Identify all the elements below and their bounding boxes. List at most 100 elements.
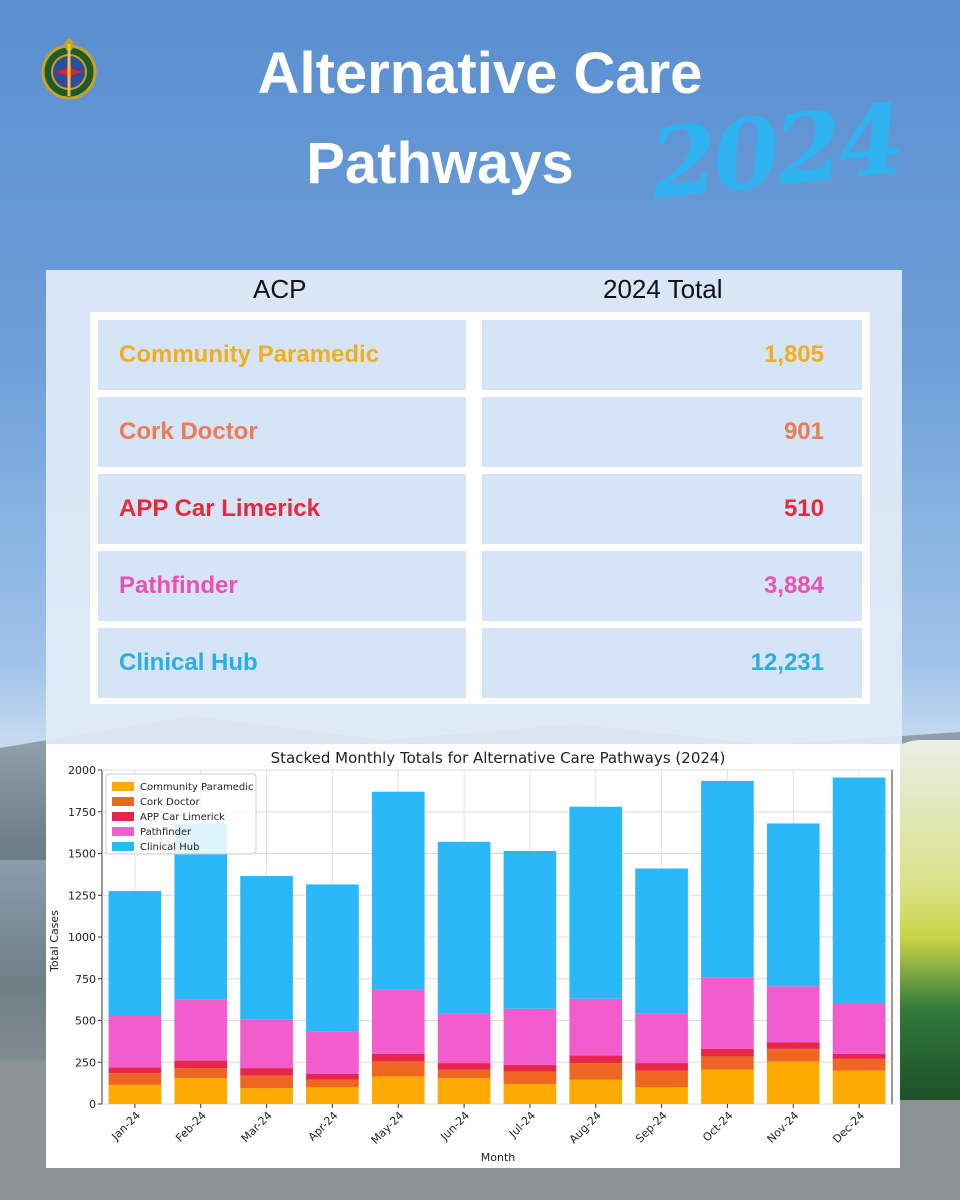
x-tick-label: Sep-24 [633, 1109, 670, 1146]
bar-segment [240, 1075, 293, 1089]
bar-segment [240, 1068, 293, 1076]
table-header-acp: ACP [253, 274, 307, 304]
row-name-clinical-hub: Clinical Hub [98, 628, 466, 698]
legend-swatch [112, 797, 134, 806]
chart-title: Stacked Monthly Totals for Alternative C… [271, 749, 726, 767]
x-axis-label: Month [481, 1151, 516, 1164]
x-tick-label: Jan-24 [108, 1109, 143, 1144]
row-total-app-car-limerick: 510 [482, 474, 862, 544]
chart-container: Stacked Monthly Totals for Alternative C… [46, 744, 900, 1168]
x-tick-label: May-24 [369, 1109, 407, 1147]
y-tick-label: 250 [75, 1056, 96, 1069]
bar-segment [503, 1064, 557, 1072]
x-tick-label: Apr-24 [306, 1109, 341, 1144]
bar-segment [766, 1061, 820, 1104]
page-title-line2: Pathways [306, 131, 574, 196]
bar-segment [437, 1063, 491, 1070]
bar-segment [371, 1061, 425, 1077]
legend-box [105, 773, 257, 855]
bar-segment [766, 1048, 820, 1062]
row-total-community-paramedic: 1,805 [482, 320, 862, 390]
bar-segment [371, 791, 425, 990]
bar-segment [240, 1088, 293, 1104]
y-tick-label: 1500 [68, 848, 96, 861]
y-tick-label: 1250 [68, 889, 96, 902]
bar-segment [437, 1078, 491, 1104]
row-name-pathfinder: Pathfinder [98, 551, 466, 621]
bar-segment [306, 884, 359, 1032]
bar-segment [437, 1069, 491, 1079]
legend-swatch [112, 827, 134, 836]
y-axis-label: Total Cases [48, 910, 61, 973]
bar-segment [569, 1055, 623, 1064]
x-tick-label: Mar-24 [239, 1109, 275, 1145]
legend-swatch [112, 812, 134, 821]
bar-segment [306, 1079, 359, 1088]
row-name-community-paramedic: Community Paramedic [98, 320, 466, 390]
x-tick-label: Feb-24 [173, 1109, 209, 1145]
x-tick-label: Nov-24 [765, 1109, 802, 1146]
bar-segment [569, 1063, 623, 1080]
bar-segment [108, 1073, 162, 1085]
legend-label: Clinical Hub [140, 842, 199, 853]
bar-segment [832, 1070, 886, 1104]
x-tick-label: Jun-24 [437, 1109, 472, 1144]
bar-segment [635, 1063, 688, 1071]
bar-segment [174, 1078, 228, 1104]
bar-segment [635, 1087, 688, 1104]
bar-segment [437, 841, 491, 1014]
bar-segment [766, 1042, 820, 1049]
legend-label: Pathfinder [140, 827, 192, 838]
row-total-clinical-hub: 12,231 [482, 628, 862, 698]
legend-swatch [112, 842, 134, 851]
bar-segment [306, 1031, 359, 1074]
acp-totals-table: Community Paramedic 1,805 Cork Doctor 90… [90, 312, 870, 704]
x-tick-label: Jul-24 [506, 1109, 538, 1141]
bar-segment [503, 850, 557, 1009]
y-tick-label: 1000 [68, 931, 96, 944]
bar-segment [306, 1087, 359, 1104]
x-tick-label: Oct-24 [700, 1109, 735, 1144]
legend-swatch [112, 782, 134, 791]
bar-segment [108, 1015, 162, 1068]
bar-segment [832, 1058, 886, 1071]
bar-segment [701, 780, 754, 978]
bar-segment [503, 1071, 557, 1084]
bar-segment [766, 823, 820, 987]
bar-segment [832, 1053, 886, 1059]
bar-segment [503, 1083, 557, 1104]
bar-segment [832, 1002, 886, 1054]
bar-segment [371, 1053, 425, 1062]
legend-label: APP Car Limerick [140, 812, 225, 823]
legend-label: Community Paramedic [140, 782, 254, 793]
bar-segment [569, 998, 623, 1056]
bar-segment [701, 1069, 754, 1104]
y-tick-label: 750 [75, 973, 96, 986]
bar-segment [635, 868, 688, 1014]
y-tick-label: 0 [89, 1098, 96, 1111]
service-crest-logo [41, 38, 97, 100]
bar-segment [108, 891, 162, 1016]
bar-segment [240, 1019, 293, 1069]
y-tick-label: 500 [75, 1015, 96, 1028]
bar-segment [174, 1060, 228, 1069]
x-tick-label: Aug-24 [567, 1109, 604, 1146]
stacked-bar-chart: Stacked Monthly Totals for Alternative C… [48, 749, 893, 1164]
bar-segment [174, 1068, 228, 1079]
page-title-line1: Alternative Care [257, 41, 703, 106]
bar-segment [766, 986, 820, 1043]
row-name-app-car-limerick: APP Car Limerick [98, 474, 466, 544]
y-tick-label: 1750 [68, 806, 96, 819]
bar-segment [635, 1013, 688, 1064]
bar-segment [569, 1079, 623, 1104]
x-tick-label: Dec-24 [830, 1109, 867, 1146]
bar-segment [371, 989, 425, 1054]
bar-segment [108, 1067, 162, 1074]
bar-segment [569, 806, 623, 999]
bar-segment [701, 1048, 754, 1057]
row-name-cork-doctor: Cork Doctor [98, 397, 466, 467]
table-header-total: 2024 Total [603, 274, 723, 304]
bar-segment [701, 977, 754, 1049]
legend-label: Cork Doctor [140, 797, 201, 808]
bar-segment [635, 1070, 688, 1088]
